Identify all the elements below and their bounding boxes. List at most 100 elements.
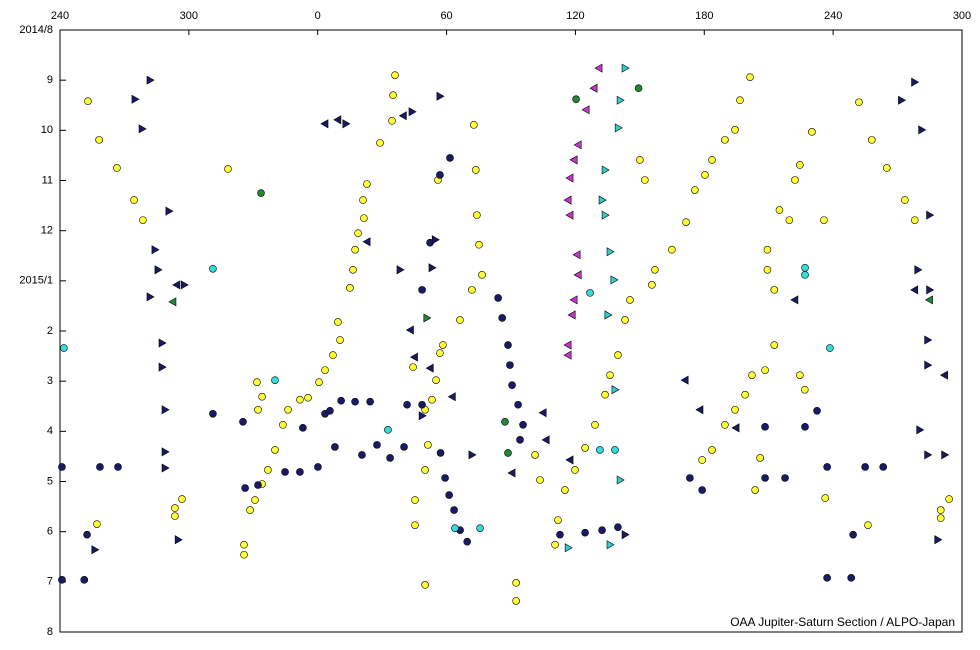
point bbox=[362, 237, 371, 247]
point bbox=[883, 164, 891, 172]
point bbox=[470, 121, 478, 129]
point bbox=[790, 295, 799, 305]
point bbox=[565, 173, 574, 183]
point bbox=[93, 520, 101, 528]
point bbox=[691, 186, 699, 194]
point bbox=[748, 371, 756, 379]
point bbox=[299, 424, 307, 432]
point bbox=[565, 210, 574, 220]
credit: OAA Jupiter-Saturn Section / ALPO-Japan bbox=[730, 615, 955, 629]
point bbox=[616, 475, 625, 485]
point bbox=[504, 341, 512, 349]
point bbox=[591, 421, 599, 429]
point bbox=[360, 214, 368, 222]
point bbox=[508, 381, 516, 389]
point bbox=[209, 264, 217, 273]
point bbox=[614, 351, 622, 359]
point bbox=[358, 451, 366, 459]
y-tick-label: 10 bbox=[41, 124, 53, 136]
point bbox=[239, 418, 247, 426]
point bbox=[403, 400, 411, 409]
point bbox=[601, 165, 610, 175]
point bbox=[561, 486, 569, 494]
point bbox=[436, 171, 444, 179]
point bbox=[351, 245, 359, 254]
point bbox=[572, 95, 580, 104]
point bbox=[598, 526, 606, 534]
point bbox=[58, 576, 66, 584]
point bbox=[941, 450, 950, 460]
x-tick-label: 300 bbox=[953, 10, 971, 22]
point bbox=[594, 63, 603, 73]
point bbox=[914, 265, 923, 275]
point bbox=[138, 124, 147, 134]
point bbox=[130, 196, 138, 204]
point bbox=[901, 196, 909, 204]
point bbox=[695, 405, 704, 415]
point bbox=[463, 537, 471, 546]
point bbox=[224, 165, 232, 173]
point bbox=[95, 136, 103, 144]
point bbox=[531, 451, 539, 459]
point bbox=[264, 466, 272, 474]
point bbox=[821, 494, 829, 502]
point bbox=[598, 195, 607, 205]
point bbox=[606, 247, 615, 257]
point bbox=[898, 95, 907, 105]
point bbox=[770, 286, 779, 294]
point bbox=[146, 75, 155, 85]
point bbox=[456, 316, 464, 324]
point bbox=[468, 286, 476, 294]
point bbox=[801, 271, 809, 279]
point bbox=[781, 474, 789, 482]
point bbox=[572, 250, 581, 260]
point bbox=[721, 136, 729, 144]
point bbox=[421, 466, 429, 474]
point bbox=[389, 91, 397, 100]
point bbox=[113, 164, 121, 172]
y-tick-label: 6 bbox=[47, 526, 53, 538]
point bbox=[396, 265, 405, 275]
point bbox=[418, 411, 427, 421]
point bbox=[924, 450, 933, 460]
point bbox=[284, 405, 292, 414]
point bbox=[563, 195, 572, 205]
point bbox=[563, 340, 572, 350]
point bbox=[246, 506, 254, 514]
point bbox=[586, 289, 594, 297]
point bbox=[763, 265, 772, 274]
point bbox=[436, 449, 445, 457]
point bbox=[447, 392, 456, 402]
point bbox=[680, 375, 689, 385]
point bbox=[174, 535, 183, 545]
point bbox=[746, 73, 754, 81]
point bbox=[409, 363, 417, 371]
point bbox=[428, 263, 437, 273]
point bbox=[171, 512, 179, 520]
point bbox=[254, 481, 262, 489]
point bbox=[504, 449, 512, 457]
point bbox=[864, 521, 872, 529]
point bbox=[541, 435, 550, 445]
point bbox=[756, 454, 764, 462]
point bbox=[281, 468, 289, 476]
point bbox=[241, 484, 249, 492]
x-tick-label: 240 bbox=[51, 10, 69, 22]
point bbox=[171, 504, 179, 512]
point bbox=[551, 540, 559, 549]
y-tick-label: 7 bbox=[47, 576, 53, 588]
point bbox=[386, 454, 394, 462]
point bbox=[698, 456, 706, 464]
point bbox=[569, 295, 578, 305]
point bbox=[279, 421, 287, 429]
point bbox=[565, 455, 574, 465]
point bbox=[855, 98, 863, 107]
point bbox=[621, 316, 629, 324]
point bbox=[668, 245, 676, 254]
point bbox=[621, 63, 630, 73]
point bbox=[58, 463, 66, 471]
point bbox=[411, 496, 419, 504]
point bbox=[151, 245, 160, 255]
point bbox=[253, 378, 261, 386]
